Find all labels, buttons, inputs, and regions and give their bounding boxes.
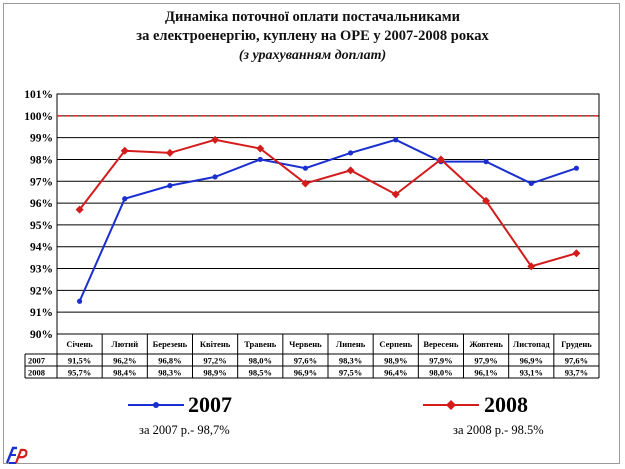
table-series-name: 2007 bbox=[28, 356, 46, 366]
x-tick-label: Травень bbox=[244, 339, 277, 349]
point-2008 bbox=[120, 146, 129, 155]
x-tick-label: Грудень bbox=[561, 339, 592, 349]
x-tick-label: Вересень bbox=[423, 339, 459, 349]
company-logo bbox=[5, 446, 28, 464]
table-value: 97,6% bbox=[294, 356, 317, 366]
x-tick-label: Червень bbox=[289, 339, 322, 349]
chart-note: (з урахуванням доплат) bbox=[238, 48, 387, 63]
table-value: 91,5% bbox=[68, 356, 91, 366]
x-tick-label: Березень bbox=[153, 339, 188, 349]
y-tick-label: 91% bbox=[30, 307, 53, 319]
legend-2007-label: 2007 bbox=[188, 392, 232, 417]
table-value: 98,9% bbox=[203, 368, 226, 378]
series-line-2007 bbox=[78, 138, 577, 302]
point-2007 bbox=[76, 298, 83, 304]
chart-subtitle: за електроенергію, куплену на ОРЕ у 2007… bbox=[136, 28, 489, 44]
point-2008 bbox=[572, 249, 581, 258]
plot-border bbox=[56, 93, 600, 335]
point-2007 bbox=[212, 174, 218, 180]
series-line-2008 bbox=[78, 138, 577, 268]
table-value: 96,2% bbox=[113, 356, 136, 366]
average-2008: за 2008 р.- 98.5% bbox=[453, 423, 544, 437]
point-2008 bbox=[346, 166, 355, 175]
x-tick-label: Жовтень bbox=[469, 339, 503, 349]
point-2008 bbox=[436, 155, 445, 164]
point-2007 bbox=[528, 180, 534, 187]
table-value: 98,9% bbox=[384, 356, 407, 366]
legend-2008-marker bbox=[446, 400, 456, 410]
table-value: 97,9% bbox=[429, 356, 452, 366]
y-tick-label: 99% bbox=[30, 133, 53, 145]
x-tick-label: Квітень bbox=[200, 339, 231, 349]
x-tick-label: Серпень bbox=[379, 339, 412, 349]
y-tick-label: 90% bbox=[30, 329, 53, 341]
y-tick-label: 96% bbox=[30, 198, 53, 210]
point-2007 bbox=[167, 183, 173, 189]
point-2008 bbox=[391, 190, 400, 199]
table-series-name: 2008 bbox=[28, 368, 45, 378]
point-2007 bbox=[122, 196, 128, 202]
x-tick-label: Липень bbox=[336, 339, 366, 349]
chart-title: Динаміка поточної оплати постачальниками bbox=[165, 9, 460, 25]
point-2007 bbox=[393, 137, 399, 143]
table-value: 96,8% bbox=[158, 356, 181, 366]
point-2008 bbox=[301, 179, 310, 188]
y-tick-label: 95% bbox=[30, 220, 53, 232]
point-2007 bbox=[573, 165, 580, 171]
legend-2007-marker bbox=[153, 402, 159, 408]
point-2007 bbox=[302, 165, 309, 171]
point-2008 bbox=[75, 205, 84, 214]
point-2008 bbox=[482, 196, 491, 205]
table-value: 98,0% bbox=[249, 356, 272, 366]
x-tick-label: Лютий bbox=[111, 339, 138, 349]
x-tick-label: Листопад bbox=[513, 339, 550, 349]
point-2008 bbox=[256, 144, 265, 153]
point-2007 bbox=[347, 150, 354, 156]
table-value: 98,5% bbox=[249, 368, 272, 378]
table-value: 96,1% bbox=[474, 368, 497, 378]
y-tick-label: 98% bbox=[30, 154, 53, 166]
table-value: 97,6% bbox=[565, 356, 588, 366]
table-value: 97,2% bbox=[203, 356, 226, 366]
point-2008 bbox=[527, 262, 536, 271]
y-tick-label: 94% bbox=[30, 242, 53, 254]
table-value: 97,9% bbox=[474, 356, 497, 366]
y-tick-label: 100% bbox=[24, 111, 53, 123]
table-value: 98,4% bbox=[113, 368, 136, 378]
table-value: 93,1% bbox=[520, 368, 543, 378]
table-value: 96,9% bbox=[520, 356, 543, 366]
average-2007: за 2007 р.- 98,7% bbox=[139, 423, 230, 437]
table-value: 98,3% bbox=[158, 368, 181, 378]
y-tick-label: 92% bbox=[30, 285, 53, 297]
point-2007 bbox=[257, 156, 263, 163]
table-value: 95,7% bbox=[68, 368, 91, 378]
point-2007 bbox=[483, 159, 489, 165]
point-2008 bbox=[165, 148, 174, 157]
y-tick-label: 93% bbox=[30, 264, 53, 276]
table-value: 98,3% bbox=[339, 356, 362, 366]
x-tick-label: Січень bbox=[66, 339, 93, 349]
table-value: 96,9% bbox=[294, 368, 317, 378]
point-2008 bbox=[211, 135, 220, 144]
table-value: 93,7% bbox=[565, 368, 588, 378]
table-value: 98,0% bbox=[429, 368, 452, 378]
table-value: 96,4% bbox=[384, 368, 407, 378]
legend-2008-label: 2008 bbox=[484, 392, 528, 417]
y-tick-label: 101% bbox=[24, 89, 53, 101]
y-tick-label: 97% bbox=[30, 176, 53, 188]
chart-frame bbox=[3, 3, 620, 464]
table-value: 97,5% bbox=[339, 368, 362, 378]
